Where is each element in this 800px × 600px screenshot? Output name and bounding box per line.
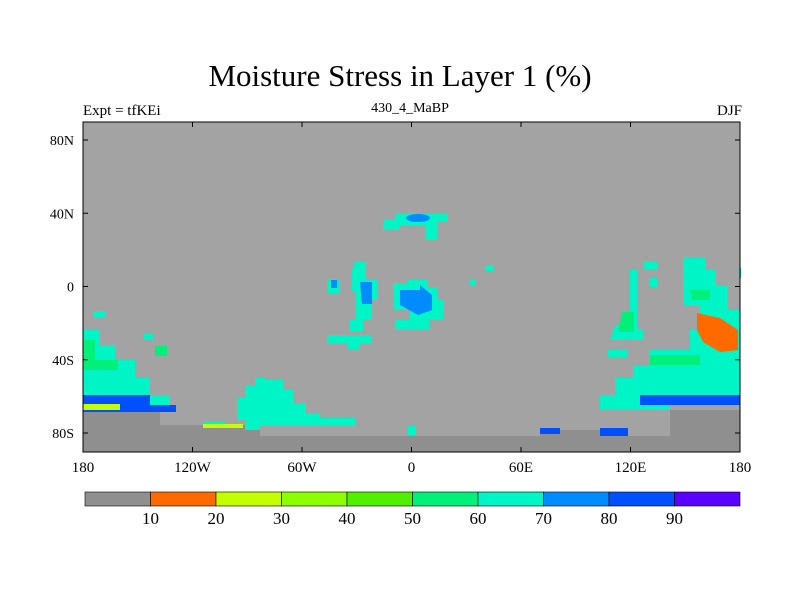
lat-tick-label: 40S (52, 354, 74, 369)
colorbar-swatch (150, 491, 217, 507)
colorbar-label: 20 (208, 509, 225, 528)
experiment-label: Expt = tfKEi (83, 103, 161, 119)
south-america-region (83, 311, 176, 412)
lat-tick-label: 0 (67, 281, 74, 296)
southern-landmass-region (203, 378, 355, 430)
colorbar-swatch (412, 491, 479, 507)
colorbar-label: 50 (404, 509, 421, 528)
lon-tick-label: 60W (287, 460, 317, 476)
colorbar-swatch (477, 491, 544, 507)
lon-tick-label: 0 (408, 460, 416, 476)
colorbar-label: 10 (142, 509, 159, 528)
map-title: Moisture Stress in Layer 1 (%) (208, 58, 592, 93)
lon-tick-label: 120E (615, 460, 647, 476)
lon-tick-label: 180 (729, 460, 752, 476)
africa-region (327, 213, 493, 435)
colorbar-label: 70 (535, 509, 552, 528)
colorbar-label: 40 (339, 509, 356, 528)
colorbar-swatch (608, 491, 675, 507)
colorbar-label: 60 (470, 509, 487, 528)
colorbar-swatch (281, 491, 348, 507)
antarctica-region (83, 410, 740, 452)
season-label: DJF (716, 103, 742, 119)
colorbar-label: 30 (273, 509, 290, 528)
colorbar-swatch (215, 491, 282, 507)
run-subtitle: 430_4_MaBP (371, 101, 449, 116)
longitude-tick-labels: 180 120W 60W 0 60E 120E 180 (72, 122, 752, 476)
lon-tick-label: 60E (509, 460, 533, 476)
colorbar: 10 20 30 40 50 60 70 80 90 (84, 491, 741, 528)
lat-tick-label: 40N (50, 207, 74, 222)
lat-tick-label: 80S (52, 427, 74, 442)
lat-tick-label: 80N (50, 134, 74, 149)
colorbar-swatch (674, 491, 741, 507)
lon-tick-label: 120W (174, 460, 212, 476)
colorbar-swatch (346, 491, 413, 507)
colorbar-swatch (84, 491, 151, 507)
latitude-tick-labels: 80N 40N 0 40S 80S (50, 134, 740, 442)
australasia-region (540, 257, 741, 436)
colorbar-label: 90 (666, 509, 683, 528)
lon-tick-label: 180 (72, 460, 95, 476)
colorbar-swatch (543, 491, 610, 507)
colorbar-label: 80 (601, 509, 618, 528)
